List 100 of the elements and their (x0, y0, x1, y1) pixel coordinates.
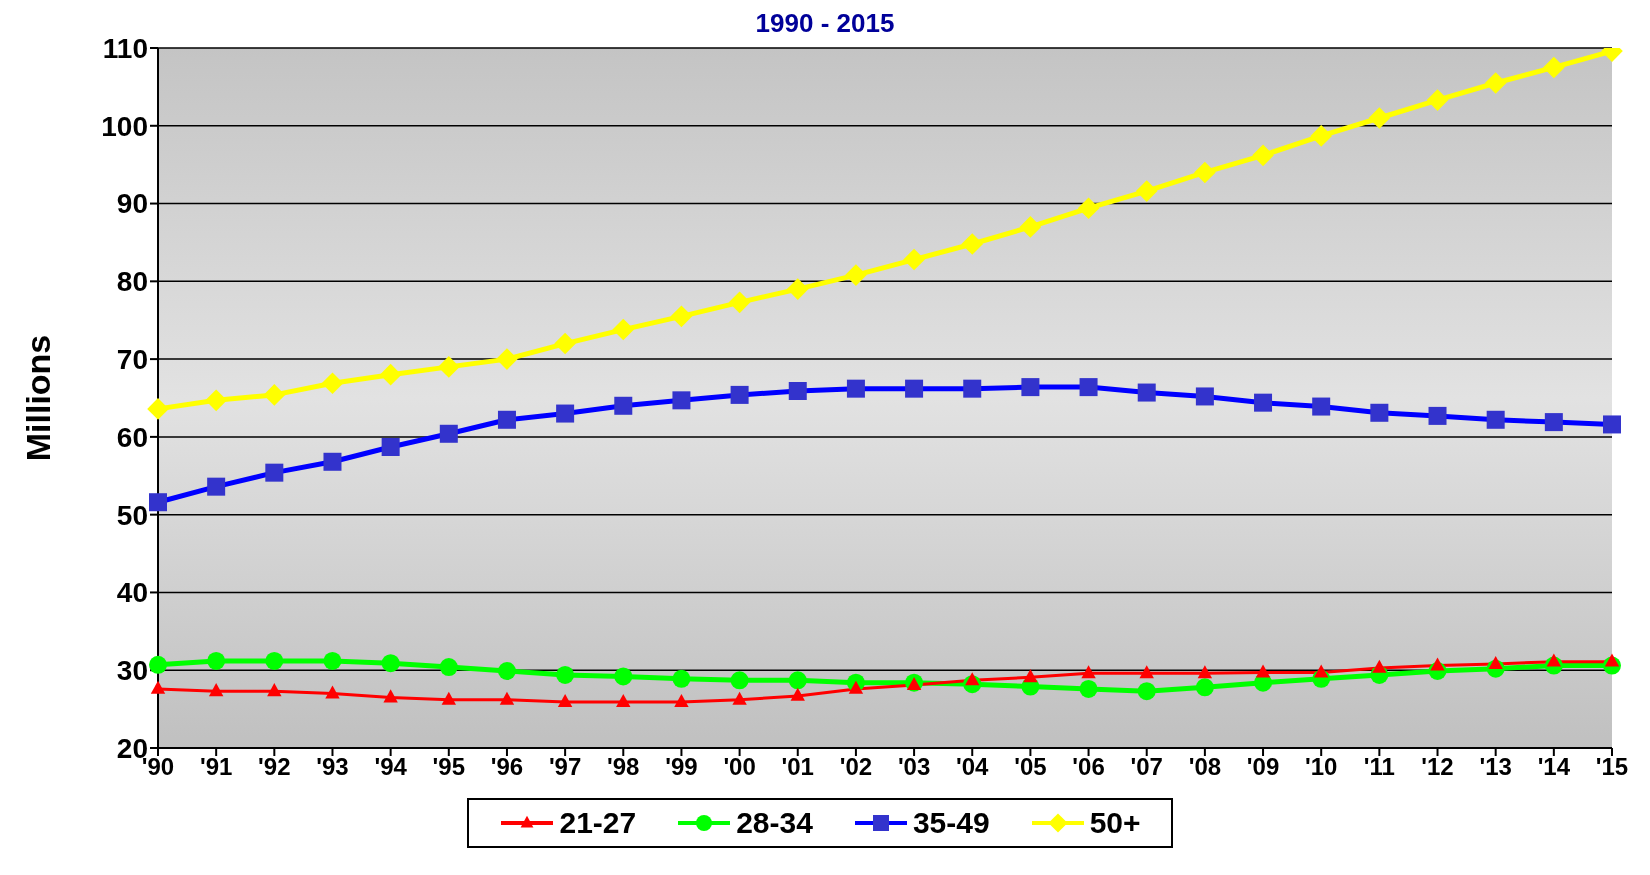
y-tick-label: 70 (116, 344, 148, 376)
y-tick-label: 100 (101, 110, 148, 142)
y-tick-label: 80 (116, 266, 148, 298)
point (323, 651, 342, 670)
point (674, 694, 689, 708)
x-tick-label: '94 (374, 753, 408, 781)
point (1194, 161, 1216, 184)
point (1368, 107, 1391, 129)
point (1255, 664, 1271, 678)
point (147, 398, 169, 420)
point (845, 264, 867, 286)
y-tick-label: 110 (102, 32, 148, 64)
point (149, 655, 167, 674)
point (1081, 665, 1096, 679)
legend-label: 50+ (1088, 806, 1141, 840)
point (965, 672, 980, 686)
point (1604, 653, 1620, 667)
point (1077, 197, 1100, 220)
legend-label: 28-34 (735, 806, 813, 840)
x-tick-label: '03 (897, 753, 931, 781)
point (1079, 679, 1098, 698)
point (1195, 678, 1214, 697)
point (848, 680, 864, 694)
point (1546, 653, 1562, 667)
x-tick-label: '96 (490, 753, 524, 781)
point (439, 658, 458, 677)
x-tick-label: '15 (1595, 753, 1629, 781)
point (497, 662, 516, 680)
y-tick-label: 50 (116, 499, 148, 531)
x-tick-label: '02 (839, 753, 873, 781)
point (325, 685, 340, 699)
x-tick-label: '06 (1072, 753, 1105, 781)
x-tick-label: '92 (258, 753, 291, 781)
point (208, 683, 224, 697)
y-axis-title: Millions (19, 334, 58, 462)
point (903, 248, 925, 271)
point (263, 384, 286, 406)
point (1543, 56, 1565, 79)
chart-subtitle: 1990 - 2015 (755, 8, 895, 38)
point (438, 356, 460, 378)
y-tick-label: 60 (116, 421, 148, 453)
point (1197, 665, 1213, 679)
y-tick-label: 40 (116, 577, 148, 609)
point (379, 363, 402, 386)
point (961, 233, 984, 255)
x-tick-label: '93 (316, 753, 349, 781)
point (786, 278, 809, 300)
point (1139, 665, 1154, 679)
point (1310, 125, 1332, 147)
point (499, 691, 515, 705)
point (616, 694, 631, 708)
point (1426, 89, 1449, 111)
point (207, 651, 226, 670)
point (1252, 144, 1274, 167)
x-tick-label: '09 (1246, 753, 1280, 781)
point (670, 305, 693, 328)
point (150, 680, 166, 694)
point (1484, 72, 1507, 94)
point (381, 654, 400, 673)
point (205, 389, 227, 412)
point (554, 332, 576, 355)
point (1372, 659, 1387, 673)
y-tick-label: 30 (116, 655, 148, 687)
point (496, 348, 518, 370)
x-tick-label: '08 (1188, 753, 1222, 781)
point (614, 667, 633, 686)
x-tick-label: '11 (1363, 753, 1395, 781)
point (672, 669, 691, 688)
x-tick-label: '04 (956, 753, 990, 781)
x-tick-label: '95 (432, 753, 465, 781)
x-tick-label: '01 (781, 753, 814, 781)
point (265, 651, 284, 670)
x-tick-label: '97 (548, 753, 582, 781)
point (1314, 664, 1329, 678)
x-tick-label: '00 (723, 753, 756, 781)
point (1023, 669, 1038, 683)
x-tick-label: '12 (1421, 753, 1454, 781)
point (790, 687, 805, 701)
point (557, 694, 573, 708)
legend-label: 21-27 (558, 806, 637, 840)
point (730, 671, 749, 690)
x-tick-label: '07 (1130, 753, 1163, 781)
point (1430, 657, 1445, 671)
point (556, 665, 575, 684)
point (788, 671, 807, 690)
point (1137, 682, 1156, 701)
x-tick-label: '14 (1537, 753, 1571, 781)
x-tick-label: '10 (1305, 753, 1338, 781)
point (321, 372, 344, 395)
point (383, 689, 398, 703)
x-tick-label: '99 (665, 753, 698, 781)
legend-label: 35-49 (911, 806, 990, 840)
point (1135, 180, 1158, 202)
point (732, 691, 747, 705)
y-tick-label: 90 (116, 188, 148, 220)
point (441, 691, 456, 705)
x-tick-label: '91 (199, 753, 233, 781)
point (1019, 216, 1042, 238)
point (267, 683, 282, 697)
x-tick-label: '98 (607, 753, 640, 781)
